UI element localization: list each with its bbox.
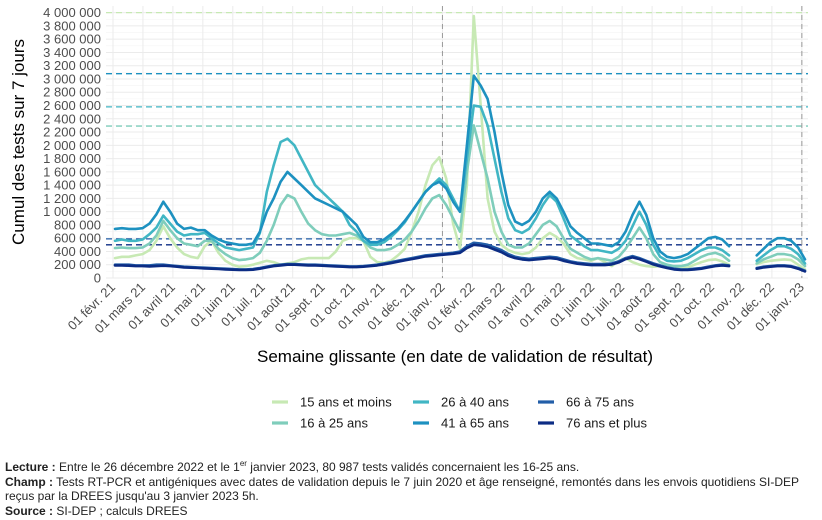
legend: 15 ans et moins 16 à 25 ans 26 à 40 ans 41 …: [272, 395, 647, 431]
series-line: [113, 243, 807, 273]
y-tick-label: 3 000 000: [43, 71, 101, 86]
y-tick-label: 0: [94, 271, 101, 286]
chart-notes: Lecture : Entre le 26 décembre 2022 et l…: [5, 457, 817, 518]
y-tick-label: 400 000: [54, 244, 101, 259]
y-tick-label: 2 000 000: [43, 138, 101, 153]
legend-label: 15 ans et moins: [300, 395, 392, 410]
legend-label: 26 à 40 ans: [441, 395, 509, 410]
y-tick-label: 1 800 000: [43, 151, 101, 166]
y-tick-label: 4 000 000: [43, 5, 101, 20]
champ-note: Champ : Tests RT-PCR et antigéniques ave…: [5, 474, 799, 504]
legend-label: 41 à 65 ans: [441, 416, 509, 431]
y-tick-label: 2 600 000: [43, 98, 101, 113]
source-note: Source : SI-DEP ; calculs DREES: [5, 503, 188, 518]
legend-label: 76 ans et plus: [566, 416, 647, 431]
y-axis-title: Cumul des tests sur 7 jours: [9, 39, 28, 245]
series-lines: [113, 14, 807, 273]
y-tick-label: 2 800 000: [43, 85, 101, 100]
y-tick-label: 1 600 000: [43, 164, 101, 179]
y-tick-label: 3 200 000: [43, 58, 101, 73]
series-line: [113, 74, 807, 261]
y-tick-label: 800 000: [54, 217, 101, 232]
series-line: [113, 124, 807, 268]
y-tick-label: 2 200 000: [43, 125, 101, 140]
y-tick-label: 1 400 000: [43, 178, 101, 193]
y-tick-label: 1 000 000: [43, 204, 101, 219]
y-tick-label: 600 000: [54, 231, 101, 246]
y-tick-label: 2 400 000: [43, 111, 101, 126]
y-tick-label: 3 800 000: [43, 18, 101, 33]
x-axis-title: Semaine glissante (en date de validation…: [257, 347, 653, 366]
lecture-note: Lecture : Entre le 26 décembre 2022 et l…: [5, 459, 580, 474]
legend-label: 66 à 75 ans: [566, 395, 634, 410]
y-tick-label: 200 000: [54, 257, 101, 272]
legend-label: 16 à 25 ans: [300, 416, 368, 431]
y-tick-label: 1 200 000: [43, 191, 101, 206]
y-tick-label: 3 600 000: [43, 32, 101, 47]
y-tick-label: 3 400 000: [43, 45, 101, 60]
reference-lines: [106, 6, 808, 278]
